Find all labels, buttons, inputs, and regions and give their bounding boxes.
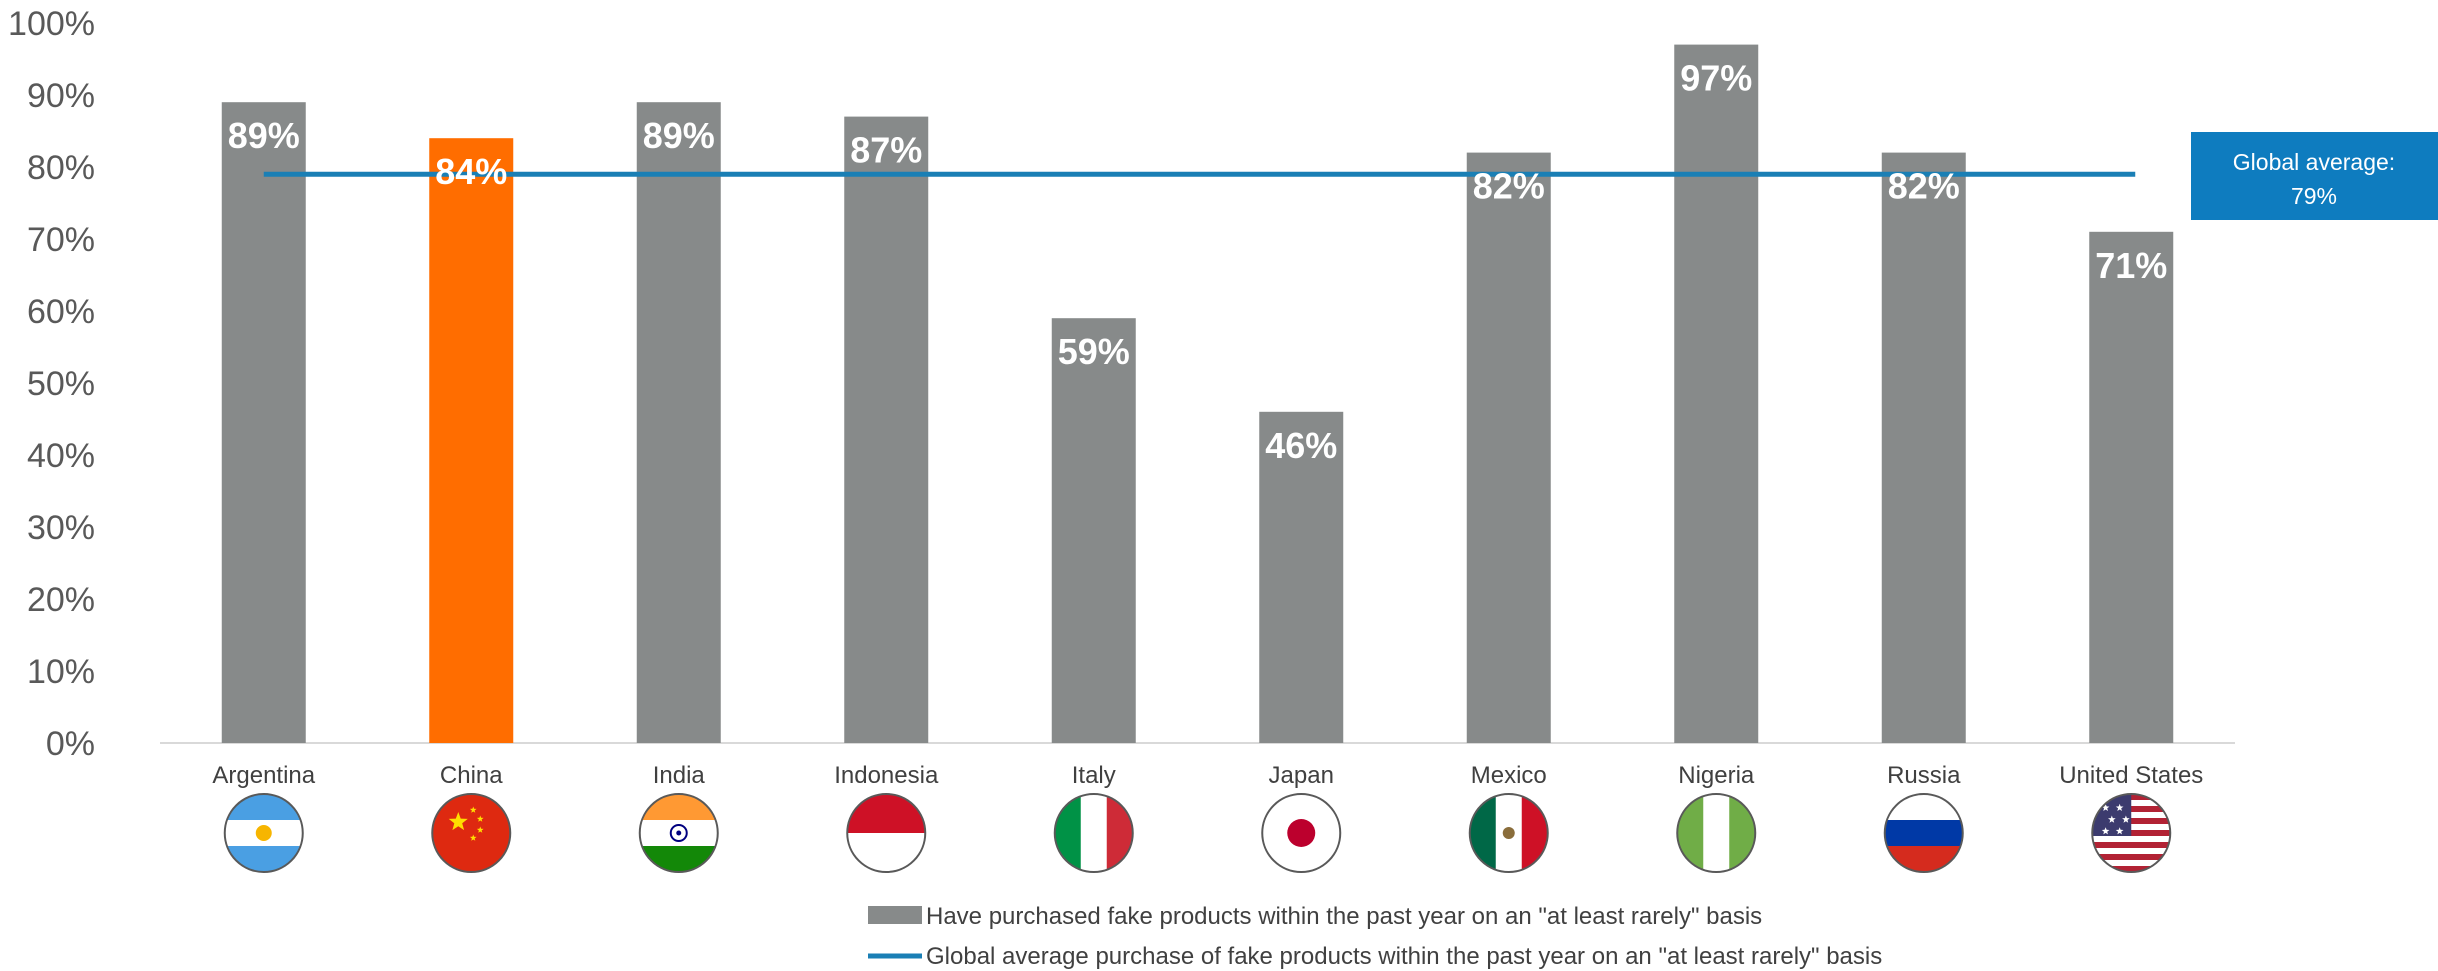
average-callout-line1: Global average: [2233, 149, 2395, 175]
y-tick-label: 100% [8, 5, 95, 43]
china-flag-icon [431, 793, 512, 873]
x-tick-label: Russia [1887, 762, 1961, 789]
country-flags [223, 793, 2172, 873]
x-tick-label: Italy [1072, 762, 1116, 789]
average-callout: Global average: 79% [2191, 132, 2438, 220]
y-tick-label: 70% [27, 221, 95, 259]
bar-united-states [2089, 231, 2174, 744]
data-label: 89% [643, 115, 715, 156]
y-tick-label: 80% [27, 149, 95, 187]
data-label: 97% [1680, 58, 1752, 99]
x-tick-label: United States [2059, 762, 2203, 789]
bar-indonesia [844, 116, 929, 744]
nigeria-flag-icon [1676, 793, 1757, 873]
y-tick-label: 20% [27, 581, 95, 619]
bars [221, 44, 2174, 744]
data-labels: 89% 84% 89% 87% 59% 46% 82% 97% 82% 71% [228, 58, 2168, 466]
japan-flag-icon [1261, 793, 1342, 873]
data-label: 71% [2095, 245, 2167, 286]
x-tick-label: China [440, 762, 503, 789]
bar-russia [1881, 152, 1966, 744]
y-tick-label: 60% [27, 293, 95, 331]
bar-mexico [1466, 152, 1551, 744]
y-tick-label: 0% [46, 725, 95, 763]
data-label: 87% [850, 130, 922, 171]
bar-italy [1051, 318, 1136, 743]
bar-argentina [221, 102, 306, 743]
united-states-flag-icon [2091, 793, 2172, 873]
data-label: 89% [228, 115, 300, 156]
legend-line-label: Global average purchase of fake products… [926, 943, 1882, 970]
data-label: 59% [1058, 331, 1130, 372]
data-label: 84% [435, 151, 507, 192]
x-tick-label: Nigeria [1678, 762, 1755, 789]
x-tick-label: Japan [1269, 762, 1334, 789]
y-tick-label: 90% [27, 77, 95, 115]
mexico-flag-icon [1468, 793, 1549, 873]
x-tick-label: India [653, 762, 706, 789]
bar-china [429, 138, 514, 743]
argentina-flag-icon [223, 793, 304, 873]
data-label: 46% [1265, 425, 1337, 466]
legend-bar-label: Have purchased fake products within the … [926, 903, 1762, 930]
bar-japan [1259, 411, 1344, 743]
y-axis: 0% 10% 20% 30% 40% 50% 60% 70% 80% 90% 100% [8, 5, 95, 763]
x-tick-label: Mexico [1471, 762, 1547, 789]
x-axis-tick-labels: Argentina China India Indonesia Italy Japan Me… [212, 762, 2203, 789]
legend: Have purchased fake products within the … [868, 903, 1882, 970]
indonesia-flag-icon [846, 793, 927, 873]
y-tick-label: 10% [27, 653, 95, 691]
x-tick-label: Indonesia [834, 762, 939, 789]
y-tick-label: 30% [27, 509, 95, 547]
average-callout-box [2191, 132, 2438, 220]
bar-nigeria [1674, 44, 1759, 744]
x-tick-label: Argentina [212, 762, 315, 789]
data-label: 82% [1888, 166, 1960, 207]
data-label: 82% [1473, 166, 1545, 207]
legend-bar-swatch [868, 906, 922, 924]
russia-flag-icon [1883, 793, 1964, 873]
average-callout-line2: 79% [2291, 183, 2337, 209]
y-tick-label: 50% [27, 365, 95, 403]
india-flag-icon [638, 793, 719, 873]
italy-flag-icon [1053, 793, 1134, 873]
bar-india [636, 102, 721, 743]
y-tick-label: 40% [27, 437, 95, 475]
